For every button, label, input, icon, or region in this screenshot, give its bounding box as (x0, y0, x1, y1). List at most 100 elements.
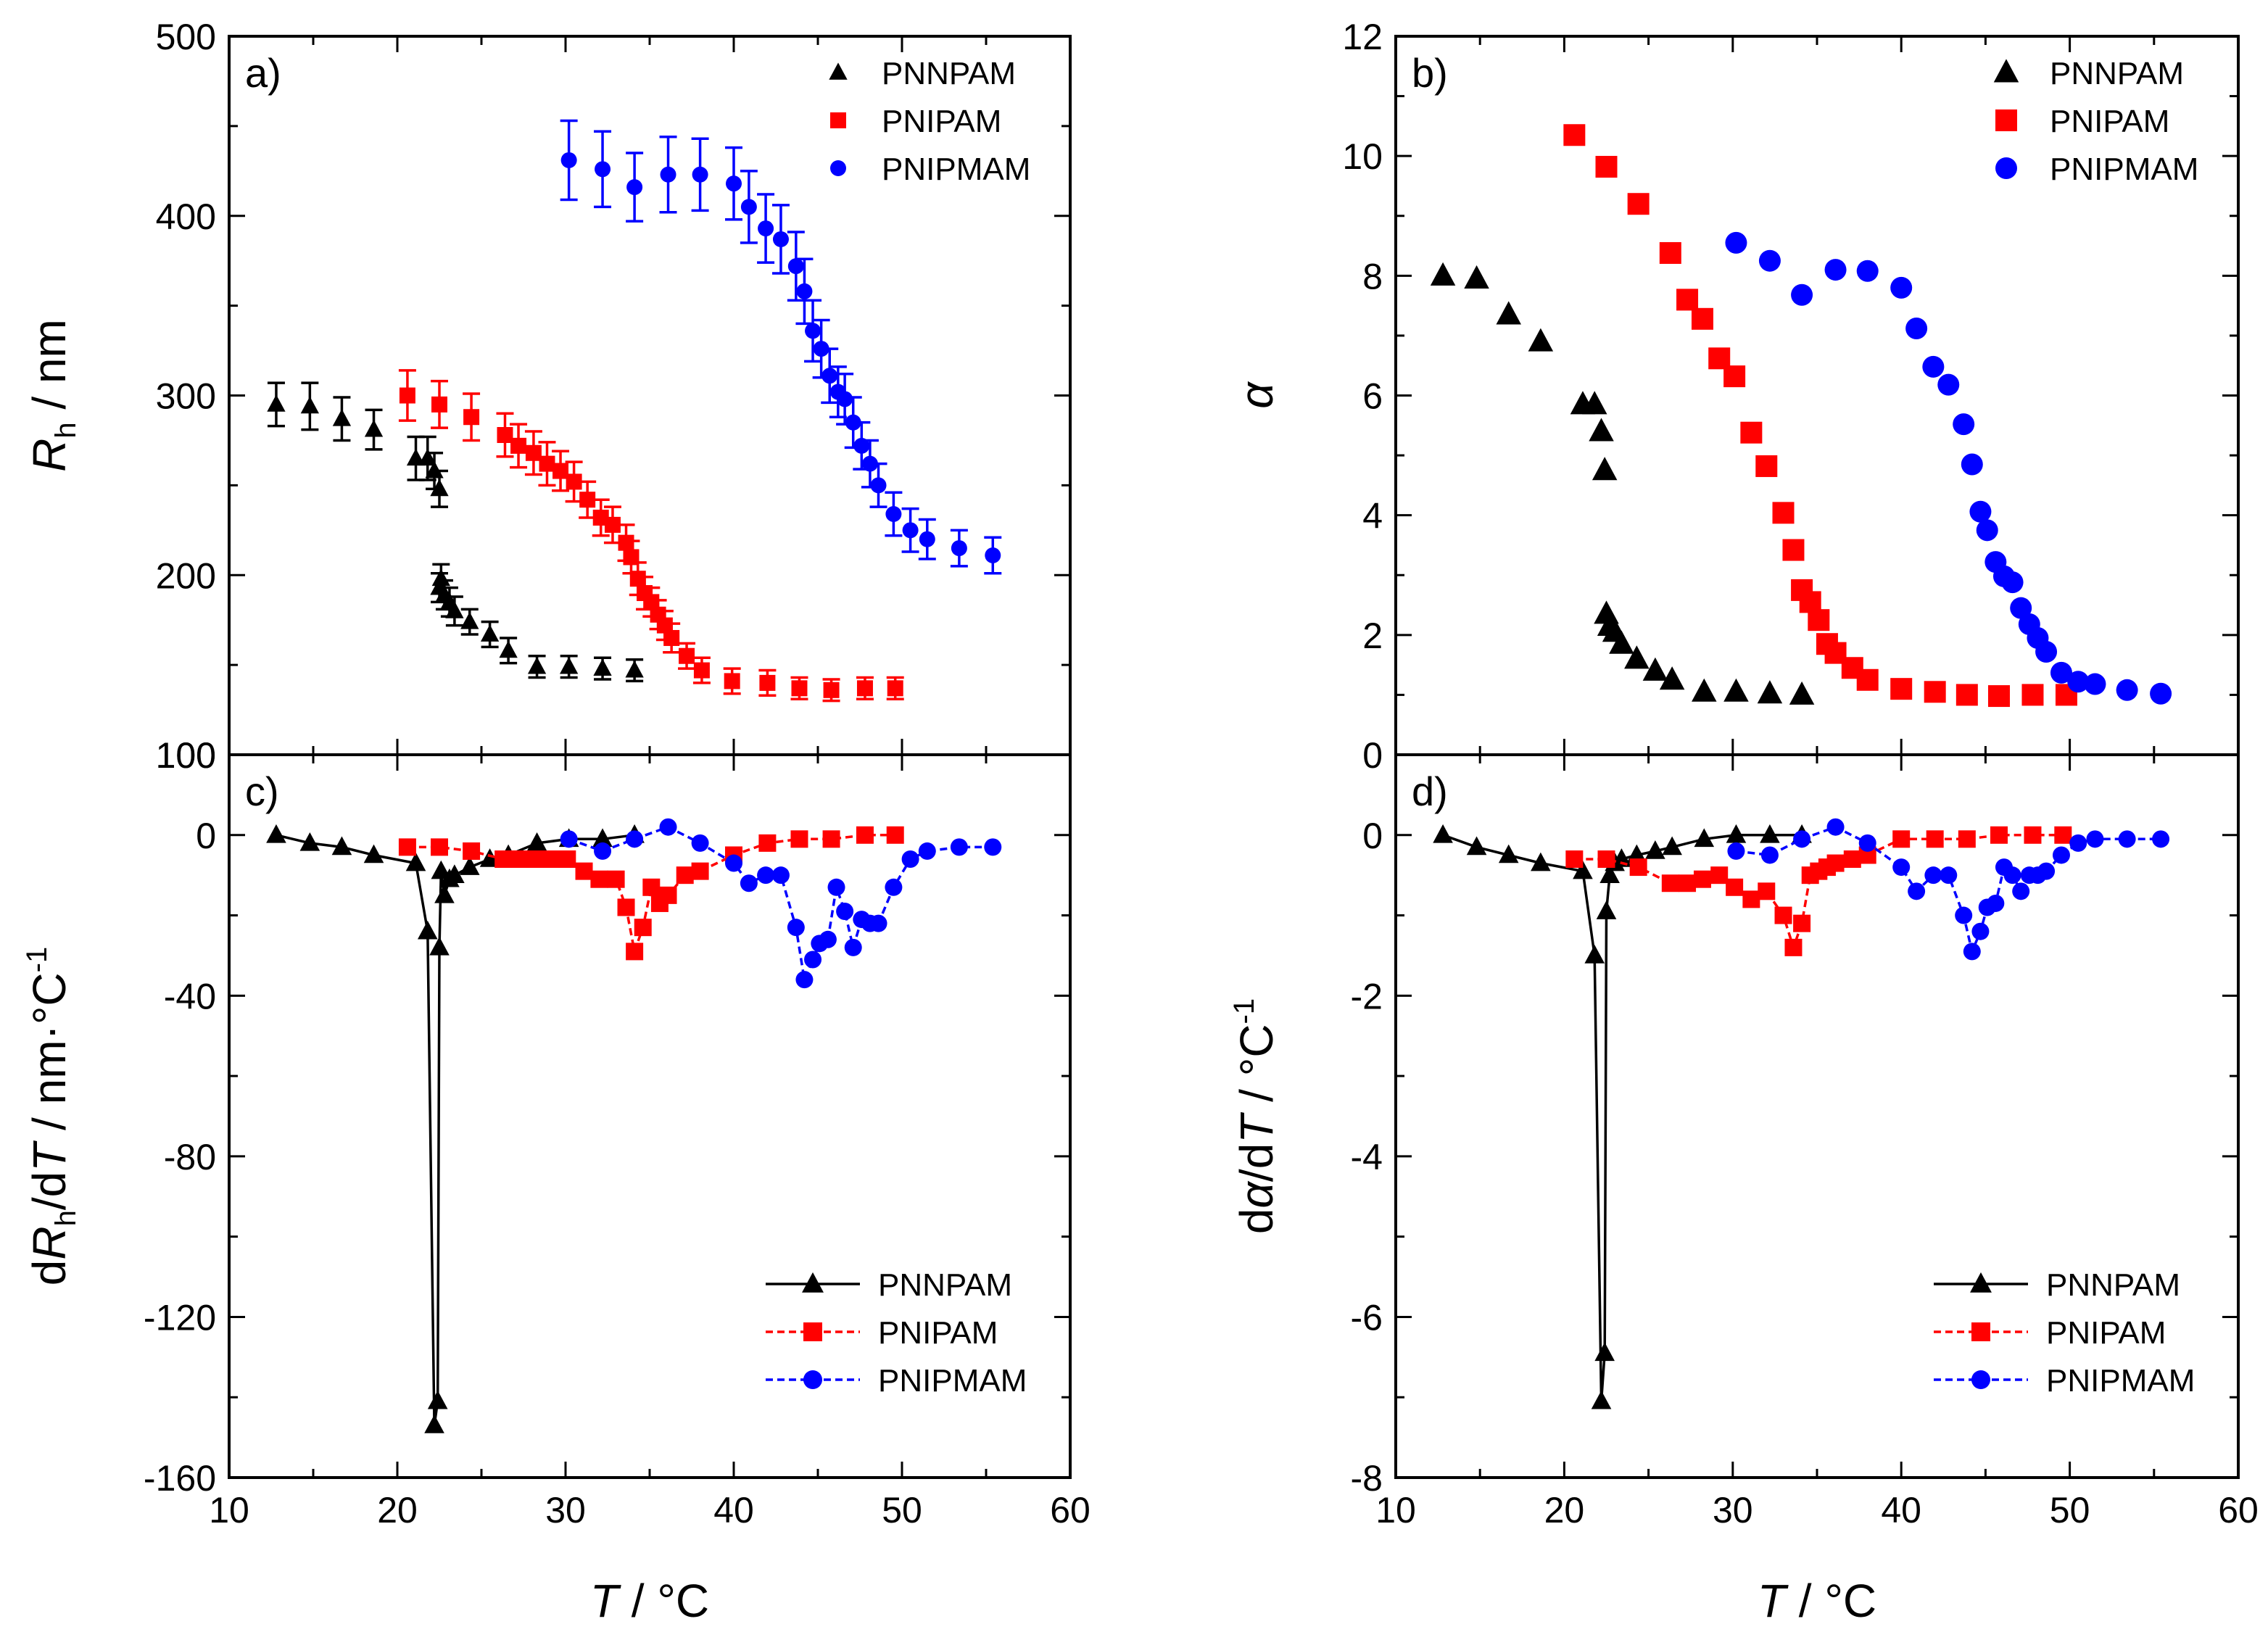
data-point (870, 477, 887, 494)
data-point (425, 460, 444, 479)
data-point (626, 943, 644, 961)
data-point (919, 531, 935, 547)
data-point (853, 437, 870, 454)
data-point (592, 828, 613, 848)
data-point (1595, 156, 1618, 178)
data-point (593, 658, 612, 676)
y-axis-title: dRh/dT / nm·°C-1 (21, 947, 82, 1285)
data-point (691, 834, 709, 852)
data-point (480, 624, 500, 642)
data-point (663, 629, 680, 646)
data-point (758, 834, 777, 852)
plot-data (266, 818, 1002, 1433)
legend-label: PNIPMAM (882, 152, 1030, 187)
data-point (607, 870, 625, 888)
data-point (660, 166, 676, 183)
data-point (417, 920, 438, 940)
data-point (1856, 668, 1879, 691)
legend-marker (1970, 1272, 1992, 1293)
data-point (1955, 684, 1978, 706)
data-point (539, 455, 555, 472)
data-point (887, 680, 903, 697)
data-point (1693, 870, 1711, 888)
data-point (1760, 846, 1779, 864)
y-tick-label: 200 (156, 555, 216, 596)
data-point (1594, 1342, 1615, 1362)
data-point (1679, 874, 1697, 892)
data-point (676, 866, 694, 885)
data-point (845, 414, 861, 431)
x-tick-label: 10 (1375, 1490, 1416, 1530)
legend: PNNPAM PNIPAM PNIPMAM (1934, 1267, 2195, 1399)
y-tick-label: 4 (1362, 496, 1383, 537)
data-point (1676, 289, 1699, 311)
data-point (299, 832, 320, 851)
data-point (266, 824, 286, 843)
data-point (1789, 681, 1815, 705)
data-point (405, 852, 426, 871)
legend: PNNPAM PNIPAM PNIPMAM (766, 1267, 1027, 1399)
data-point (2003, 866, 2021, 885)
y-tick-label: 100 (156, 735, 216, 776)
data-point (418, 448, 437, 466)
data-point (2067, 671, 2090, 693)
data-point (886, 826, 904, 844)
data-point (1890, 678, 1913, 700)
data-point (1624, 645, 1650, 669)
data-point (626, 179, 643, 196)
data-point (634, 919, 652, 937)
data-point (771, 866, 790, 885)
data-point (1958, 830, 1976, 848)
data-point (1843, 850, 1861, 869)
x-tick-label: 50 (882, 1490, 922, 1530)
data-point (2084, 673, 2106, 695)
data-point (856, 826, 874, 844)
data-point (1661, 874, 1679, 892)
data-point (2054, 826, 2072, 844)
data-point (693, 662, 710, 679)
plot-data (1430, 124, 2172, 708)
data-point (1596, 900, 1617, 919)
y-tick-label: -40 (164, 976, 216, 1016)
data-point (604, 516, 621, 533)
y-tick-label-shared: 100 (156, 735, 216, 776)
data-point (626, 830, 644, 848)
data-point (1905, 318, 1928, 340)
panel-d: 10 20 30 40 50 60 -8 -6 -4 -2 0 dα/dT / °C-1 d) PNNPA… (1228, 753, 2259, 1627)
data-point (398, 838, 416, 856)
y-tick-label: 400 (156, 196, 216, 237)
series-PNIPAM (1563, 124, 2077, 708)
data-point (725, 854, 742, 872)
data-point (1597, 850, 1615, 869)
data-point (1609, 630, 1634, 654)
panel-label: c) (245, 769, 279, 814)
data-point (2150, 682, 2172, 705)
data-point (525, 444, 542, 461)
data-point (1955, 906, 1973, 924)
data-point (740, 874, 758, 892)
data-point (267, 394, 286, 412)
data-point (1584, 945, 1605, 964)
data-point (1662, 836, 1682, 856)
data-point (1565, 850, 1584, 869)
data-point (431, 396, 447, 413)
data-point (1987, 894, 2005, 912)
data-point (1563, 124, 1586, 146)
data-point (566, 473, 582, 490)
legend-marker (802, 1272, 824, 1293)
data-point (1940, 866, 1958, 885)
data-point (2021, 684, 2044, 706)
series-PNIPMAM (1727, 818, 2170, 961)
x-tick-label: 10 (209, 1490, 249, 1530)
x-axis-title: T / °C (590, 1575, 709, 1627)
data-point (430, 479, 449, 497)
data-point (804, 950, 822, 969)
y-axis-title: α (1230, 381, 1283, 409)
data-point (796, 283, 813, 299)
data-point (444, 864, 465, 883)
panel-c: 10 20 30 40 50 60 -160 -120 -80 -40 0 100 dRh/dT / n… (21, 735, 1090, 1627)
legend-label: PNNPAM (2050, 56, 2184, 91)
y-tick-label: -2 (1351, 976, 1383, 1016)
data-point (759, 674, 776, 691)
y-tick-label: -160 (144, 1458, 216, 1499)
